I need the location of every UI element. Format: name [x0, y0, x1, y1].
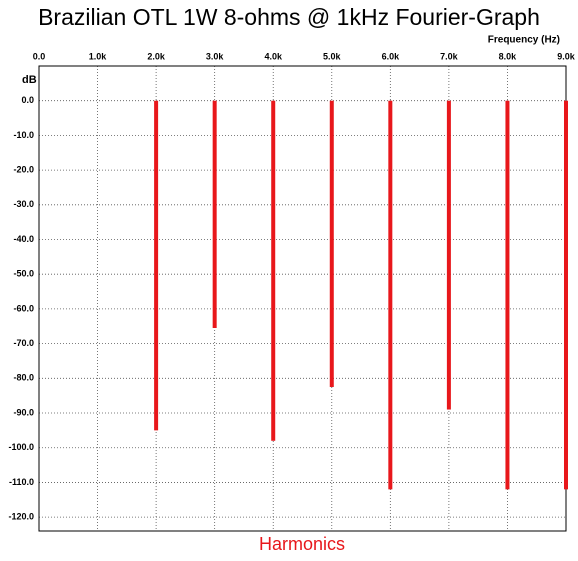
x-axis-label: Frequency (Hz) — [488, 35, 560, 46]
bar — [329, 100, 334, 387]
x-tick-label: 1.0k — [89, 51, 108, 61]
bar — [388, 100, 393, 490]
x-tick-label: 4.0k — [264, 51, 283, 61]
y-tick-label: -50.0 — [13, 269, 34, 279]
y-tick-label: -40.0 — [13, 234, 34, 244]
bottom-label: Harmonics — [259, 534, 345, 554]
y-tick-label: -60.0 — [13, 303, 34, 313]
y-tick-label: -20.0 — [13, 164, 34, 174]
y-tick-label: -70.0 — [13, 338, 34, 348]
chart-title: Brazilian OTL 1W 8-ohms @ 1kHz Fourier-G… — [38, 4, 540, 30]
x-tick-label: 6.0k — [382, 51, 401, 61]
y-axis-label: dB — [22, 74, 37, 86]
x-tick-label: 7.0k — [440, 51, 459, 61]
x-tick-label: 0.0 — [33, 51, 46, 61]
bar — [271, 100, 276, 441]
bar — [446, 100, 451, 410]
x-tick-label: 3.0k — [206, 51, 225, 61]
y-tick-label: -100.0 — [8, 442, 34, 452]
y-tick-label: -110.0 — [9, 477, 34, 487]
y-tick-label: -90.0 — [13, 407, 34, 417]
bar — [505, 100, 510, 490]
bar — [212, 100, 217, 328]
x-tick-label: 8.0k — [499, 51, 518, 61]
bar — [564, 100, 568, 490]
y-tick-label: -30.0 — [13, 199, 34, 209]
y-tick-label: -10.0 — [13, 130, 34, 140]
x-tick-label: 2.0k — [147, 51, 166, 61]
y-tick-label: -80.0 — [13, 373, 34, 383]
y-tick-label: -120.0 — [8, 511, 34, 521]
bar — [154, 100, 159, 431]
y-tick-label: 0.0 — [21, 95, 34, 105]
x-tick-label: 9.0k — [557, 51, 576, 61]
x-tick-label: 5.0k — [323, 51, 342, 61]
